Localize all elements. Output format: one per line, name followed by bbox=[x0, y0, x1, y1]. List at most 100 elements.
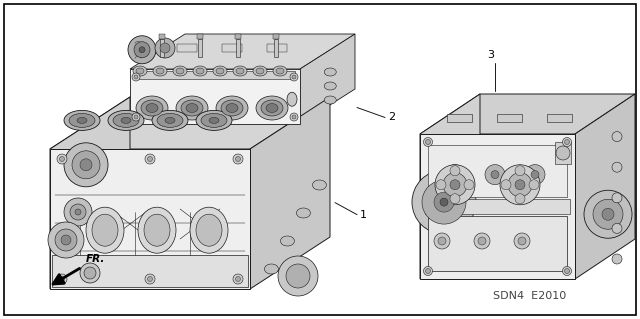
Bar bbox=[135, 71, 295, 79]
Circle shape bbox=[145, 274, 155, 284]
Ellipse shape bbox=[152, 110, 188, 130]
Circle shape bbox=[57, 154, 67, 164]
Ellipse shape bbox=[196, 110, 232, 130]
Text: 2: 2 bbox=[388, 113, 395, 122]
Circle shape bbox=[128, 36, 156, 64]
Circle shape bbox=[147, 277, 152, 281]
Polygon shape bbox=[50, 97, 130, 289]
Circle shape bbox=[426, 139, 431, 145]
Ellipse shape bbox=[256, 96, 288, 120]
Ellipse shape bbox=[324, 68, 336, 76]
Circle shape bbox=[563, 266, 572, 276]
Circle shape bbox=[134, 115, 138, 119]
Circle shape bbox=[434, 192, 454, 212]
Circle shape bbox=[424, 266, 433, 276]
Circle shape bbox=[529, 180, 539, 190]
Ellipse shape bbox=[165, 117, 175, 123]
Circle shape bbox=[525, 165, 545, 185]
Bar bbox=[234, 34, 241, 39]
Ellipse shape bbox=[190, 207, 228, 253]
Circle shape bbox=[563, 137, 572, 146]
Ellipse shape bbox=[121, 117, 131, 123]
Circle shape bbox=[479, 159, 511, 190]
Circle shape bbox=[612, 254, 622, 264]
Circle shape bbox=[64, 198, 92, 226]
Bar bbox=[196, 34, 202, 39]
Bar bbox=[273, 34, 278, 39]
Circle shape bbox=[48, 222, 84, 258]
Circle shape bbox=[515, 180, 525, 190]
Circle shape bbox=[556, 146, 570, 160]
Polygon shape bbox=[300, 34, 355, 124]
Circle shape bbox=[464, 180, 474, 190]
Ellipse shape bbox=[144, 214, 170, 246]
Polygon shape bbox=[420, 94, 635, 134]
Ellipse shape bbox=[287, 92, 297, 106]
Bar bbox=[159, 34, 164, 39]
Circle shape bbox=[514, 233, 530, 249]
Circle shape bbox=[602, 208, 614, 220]
Circle shape bbox=[236, 157, 241, 161]
Circle shape bbox=[518, 237, 526, 245]
Bar bbox=[428, 216, 567, 271]
Ellipse shape bbox=[153, 66, 167, 76]
Ellipse shape bbox=[69, 113, 95, 127]
Bar bbox=[425, 199, 570, 214]
Circle shape bbox=[61, 235, 71, 245]
Circle shape bbox=[439, 159, 471, 190]
Circle shape bbox=[500, 165, 540, 205]
Circle shape bbox=[491, 171, 499, 179]
Circle shape bbox=[515, 194, 525, 204]
Circle shape bbox=[519, 159, 551, 190]
Circle shape bbox=[422, 180, 466, 224]
Circle shape bbox=[155, 38, 175, 58]
Circle shape bbox=[60, 277, 65, 281]
Circle shape bbox=[531, 171, 539, 179]
Ellipse shape bbox=[256, 68, 264, 74]
Ellipse shape bbox=[216, 68, 224, 74]
Circle shape bbox=[612, 162, 622, 172]
Ellipse shape bbox=[213, 66, 227, 76]
Circle shape bbox=[134, 75, 138, 79]
Polygon shape bbox=[420, 134, 575, 279]
Ellipse shape bbox=[273, 66, 287, 76]
Ellipse shape bbox=[157, 113, 183, 127]
Polygon shape bbox=[130, 69, 300, 124]
Ellipse shape bbox=[253, 66, 267, 76]
Circle shape bbox=[286, 264, 310, 288]
Circle shape bbox=[612, 193, 622, 203]
Ellipse shape bbox=[196, 68, 204, 74]
Circle shape bbox=[564, 139, 570, 145]
Circle shape bbox=[72, 151, 100, 179]
Bar bbox=[447, 114, 472, 122]
Bar bbox=[555, 142, 571, 164]
Circle shape bbox=[474, 233, 490, 249]
Bar bbox=[221, 43, 241, 51]
Ellipse shape bbox=[201, 113, 227, 127]
Ellipse shape bbox=[186, 103, 198, 113]
Ellipse shape bbox=[264, 264, 278, 274]
Ellipse shape bbox=[233, 66, 247, 76]
Ellipse shape bbox=[146, 103, 158, 113]
Ellipse shape bbox=[173, 66, 187, 76]
Circle shape bbox=[443, 173, 467, 197]
Ellipse shape bbox=[196, 214, 222, 246]
Polygon shape bbox=[50, 97, 330, 149]
Ellipse shape bbox=[261, 100, 283, 116]
Bar bbox=[266, 43, 287, 51]
Ellipse shape bbox=[324, 96, 336, 104]
Ellipse shape bbox=[176, 68, 184, 74]
Text: 1: 1 bbox=[360, 210, 367, 219]
Circle shape bbox=[450, 194, 460, 204]
Polygon shape bbox=[575, 94, 635, 279]
Circle shape bbox=[515, 166, 525, 176]
Circle shape bbox=[292, 115, 296, 119]
Circle shape bbox=[434, 233, 450, 249]
Circle shape bbox=[278, 256, 318, 296]
Ellipse shape bbox=[221, 100, 243, 116]
Bar bbox=[428, 145, 567, 197]
Text: 3: 3 bbox=[487, 50, 493, 60]
Circle shape bbox=[440, 198, 448, 206]
Bar bbox=[497, 114, 522, 122]
Circle shape bbox=[436, 180, 446, 190]
